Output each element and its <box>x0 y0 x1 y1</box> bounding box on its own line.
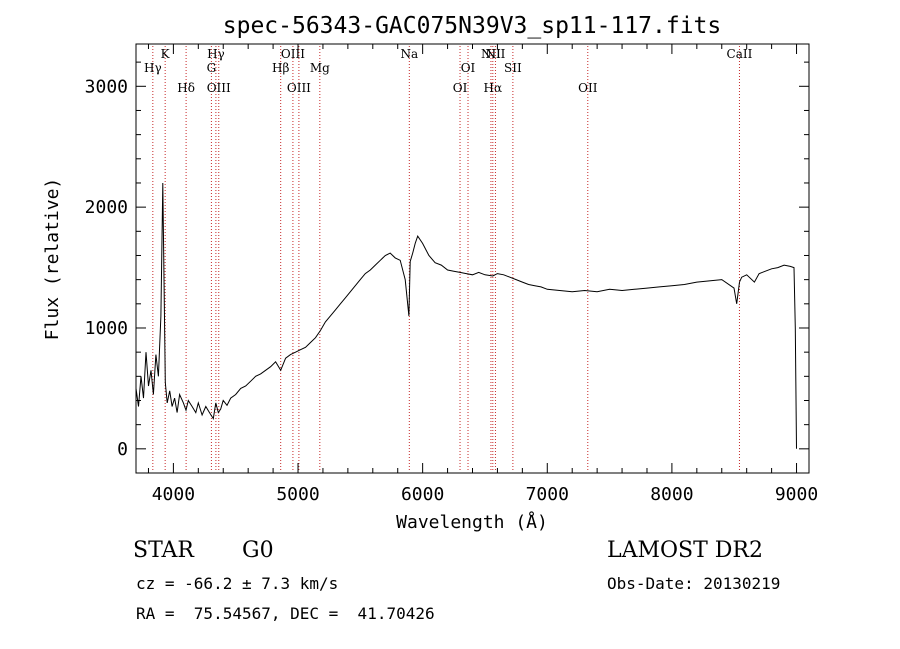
obs-date: Obs-Date: 20130219 <box>607 574 781 593</box>
x-tick-label: 6000 <box>401 484 444 505</box>
redshift-cz: cz = -66.2 ± 7.3 km/s <box>136 574 339 593</box>
spectral-line-label: OI <box>453 81 468 95</box>
y-axis-label: Flux (relative) <box>42 178 63 341</box>
spectral-line-label: Mg <box>310 61 330 75</box>
y-tick-label: 2000 <box>85 197 128 218</box>
spectral-line-label: OI <box>461 61 476 75</box>
plot-frame <box>135 43 810 474</box>
spectral-line-label: NII <box>485 47 505 61</box>
y-tick-label: 3000 <box>85 76 128 97</box>
spectral-line-label: OII <box>578 81 598 95</box>
x-tick-label: 8000 <box>650 484 693 505</box>
spectral-line-label: CaII <box>727 47 753 61</box>
spectral-line-label: OIII <box>287 81 311 95</box>
spectral-line-label: OIII <box>281 47 305 61</box>
spectral-line-label: K <box>161 47 171 61</box>
spectral-line-label: G <box>207 61 217 75</box>
x-tick-label: 5000 <box>276 484 319 505</box>
spectral-line-label: Hβ <box>272 61 289 75</box>
spectral-line-label: Hγ <box>207 47 225 61</box>
spectral-line-label: NII <box>481 47 501 61</box>
spectral-line-markers: HγKHδHγGOIIIHβOIIIOIIIMgNaOIOINIIHαNIISI… <box>144 46 753 472</box>
chart-title: spec-56343-GAC075N39V3_sp11-117.fits <box>223 13 722 39</box>
survey-name: LAMOST DR2 <box>607 538 763 563</box>
object-subclass: G0 <box>242 538 274 563</box>
spectral-line-label: Hδ <box>177 81 195 95</box>
x-tick-label: 9000 <box>775 484 818 505</box>
spectrum-line <box>135 182 797 449</box>
object-class: STAR <box>133 538 194 563</box>
spectral-line-label: Hα <box>484 81 503 95</box>
x-tick-label: 7000 <box>526 484 569 505</box>
spectral-line-label: Na <box>400 47 418 61</box>
ra-dec: RA = 75.54567, DEC = 41.70426 <box>136 604 435 623</box>
spectral-line-label: OIII <box>207 81 231 95</box>
x-tick-label: 4000 <box>152 484 195 505</box>
y-tick-label: 1000 <box>85 318 128 339</box>
x-axis-label: Wavelength (Å) <box>396 511 548 533</box>
y-tick-label: 0 <box>117 439 128 460</box>
spectral-line-label: SII <box>504 61 522 75</box>
spectral-line-label: Hγ <box>144 61 162 75</box>
axis-ticks: 4000 5000 6000 7000 8000 9000 0 1000 2000 3000 <box>85 44 818 505</box>
